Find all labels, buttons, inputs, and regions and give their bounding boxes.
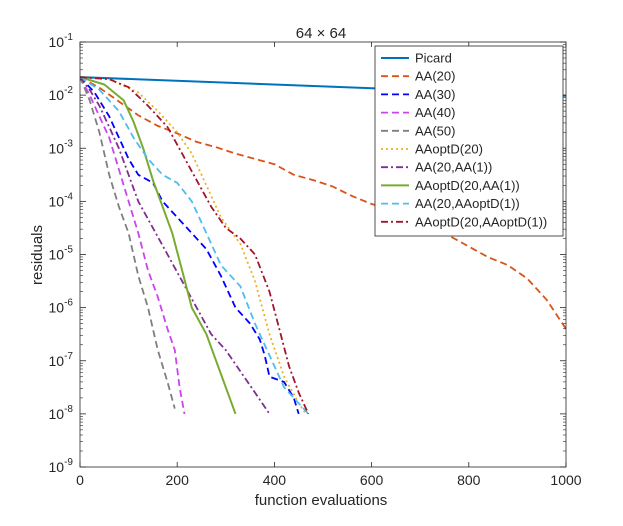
y-axis-label: residuals [29, 225, 46, 285]
legend-label-1: Picard [415, 51, 452, 66]
legend-label-8: AAoptD(20,AA(1)) [415, 178, 520, 193]
series-line-10 [80, 76, 310, 415]
x-tick-label: 200 [166, 472, 190, 488]
x-tick-label: 1000 [550, 472, 581, 488]
legend-label-5: AA(50) [415, 123, 455, 138]
y-tick-label: 10-2 [49, 85, 74, 103]
legend-label-6: AAoptD(20) [415, 142, 483, 157]
series-line-6 [80, 76, 307, 415]
y-tick-label: 10-3 [49, 138, 74, 156]
x-tick-label: 600 [360, 472, 384, 488]
y-tick-label: 10-7 [49, 351, 74, 369]
series-line-9 [80, 76, 310, 415]
y-tick-label: 10-6 [49, 298, 74, 316]
series-line-3 [80, 76, 300, 415]
legend-label-3: AA(30) [415, 87, 455, 102]
series-line-2 [80, 76, 566, 330]
x-tick-label: 800 [457, 472, 481, 488]
legend: Picard AA(20) AA(30) AA(40) AA(50) AAoptD(20)… [374, 45, 564, 237]
series-line-8 [80, 76, 237, 415]
series-line-4 [80, 76, 186, 415]
y-tick-label: 10-4 [49, 191, 74, 209]
legend-label-4: AA(40) [415, 105, 455, 120]
chart-title: 64 × 64 [296, 25, 346, 42]
x-tick-label: 0 [76, 472, 84, 488]
legend-label-9: AA(20,AAoptD(1)) [415, 196, 520, 211]
series-line-7 [80, 76, 271, 415]
y-tick-label: 10-1 [49, 32, 74, 50]
plot-area: 0 200 400 600 800 1000 10-1 10-2 10-3 10-4 10-5 10-… [49, 32, 582, 488]
y-tick-label: 10-9 [49, 457, 74, 475]
legend-label-7: AA(20,AA(1)) [415, 160, 492, 175]
legend-label-2: AA(20) [415, 69, 455, 84]
series-line-5 [80, 76, 176, 409]
y-tick-label: 10-8 [49, 404, 74, 422]
x-tick-label: 400 [263, 472, 287, 488]
y-tick-label: 10-5 [49, 245, 74, 263]
legend-label-10: AAoptD(20,AAoptD(1)) [415, 214, 547, 229]
x-axis-label: function evaluations [255, 492, 388, 509]
